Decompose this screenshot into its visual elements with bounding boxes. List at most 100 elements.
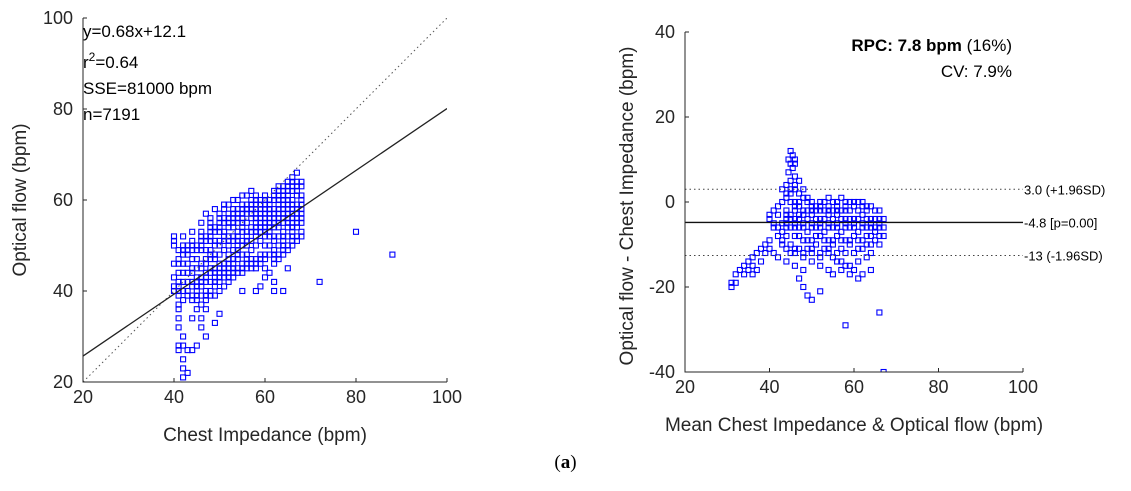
right-point	[817, 224, 824, 231]
right-point	[796, 190, 803, 197]
right-point	[779, 198, 786, 206]
right-point	[825, 211, 832, 218]
left-point	[293, 183, 300, 190]
left-point	[280, 206, 287, 213]
right-x-tick-label: 80	[928, 377, 948, 397]
right-point	[859, 271, 866, 278]
left-point	[239, 192, 246, 199]
right-point	[812, 224, 820, 231]
right-point	[783, 224, 790, 231]
right-point	[867, 203, 874, 210]
right-point	[829, 241, 836, 248]
left-point	[202, 306, 209, 313]
n-count: n=7191	[83, 105, 140, 124]
right-point	[804, 228, 811, 235]
right-point	[728, 283, 735, 291]
right-point	[829, 254, 836, 261]
left-point	[184, 287, 191, 295]
right-point	[855, 275, 862, 282]
right-point	[863, 232, 870, 240]
right-point	[876, 215, 883, 223]
right-point	[791, 215, 798, 223]
right-point	[779, 220, 786, 227]
right-point	[880, 232, 887, 240]
left-point	[175, 324, 182, 331]
right-point	[872, 215, 879, 223]
right-point	[855, 258, 862, 265]
right-point	[791, 160, 798, 167]
left-point	[211, 319, 218, 326]
right-point	[787, 211, 794, 218]
right-point	[796, 203, 803, 210]
right-x-tick-label: 40	[759, 377, 779, 397]
left-point	[207, 247, 214, 254]
right-point	[812, 215, 820, 223]
left-y-tick-label: 60	[53, 190, 73, 210]
right-point	[785, 169, 792, 176]
left-point	[216, 224, 223, 231]
left-point	[248, 187, 255, 194]
left-point	[189, 283, 196, 290]
left-point	[239, 219, 246, 226]
right-point	[796, 198, 803, 206]
left-point	[252, 287, 259, 295]
right-point	[863, 224, 870, 231]
right-point	[855, 228, 862, 235]
right-point	[846, 198, 853, 206]
left-point	[257, 237, 264, 244]
right-point	[825, 249, 832, 257]
left-point	[175, 278, 182, 285]
right-point	[808, 207, 815, 214]
right-point	[838, 245, 845, 252]
right-point	[796, 211, 803, 218]
left-point	[275, 251, 282, 258]
right-point	[783, 194, 790, 201]
left-point	[198, 265, 205, 272]
right-point	[876, 241, 883, 248]
left-point	[248, 196, 255, 204]
right-point	[876, 224, 883, 231]
right-point	[872, 228, 879, 235]
right-point	[804, 292, 811, 299]
right-point	[732, 271, 739, 278]
right-axis-ticks: 20 40 60 80 100 -40 -20 0 20 40	[649, 22, 1038, 397]
left-point	[230, 219, 237, 226]
right-point	[872, 224, 879, 231]
left-x-tick-label: 40	[164, 387, 184, 407]
right-point	[732, 279, 739, 286]
right-point	[766, 211, 773, 218]
right-point	[829, 207, 836, 214]
left-point	[170, 233, 178, 240]
left-point	[266, 269, 273, 276]
figure-caption: (a)	[0, 452, 1131, 474]
left-point	[230, 237, 237, 244]
left-point	[261, 192, 269, 199]
reference-lines: 3.0 (+1.96SD) -4.8 [p=0.00] -13 (-1.96SD)	[685, 182, 1105, 264]
right-point	[846, 262, 853, 269]
left-point	[211, 278, 218, 285]
right-point	[872, 237, 879, 244]
right-point	[838, 194, 845, 201]
right-point	[863, 207, 870, 214]
left-point	[202, 274, 209, 281]
cv-label: CV: 7.9%	[941, 62, 1012, 81]
right-point	[796, 215, 803, 223]
left-point	[234, 247, 241, 254]
left-point	[198, 219, 205, 226]
left-point	[207, 287, 214, 295]
rpc-label: RPC: 7.8 bpm (16%)	[851, 36, 1012, 55]
right-point	[791, 207, 798, 214]
left-point	[180, 356, 187, 363]
left-point	[180, 365, 187, 372]
left-point	[202, 237, 209, 244]
left-point	[284, 265, 291, 272]
right-point	[850, 215, 858, 223]
left-point	[239, 228, 246, 235]
sse-value: SSE=81000 bpm	[83, 79, 212, 98]
right-point	[757, 258, 765, 265]
left-point	[175, 287, 182, 295]
left-point	[211, 206, 218, 213]
left-point	[225, 260, 232, 267]
left-point	[239, 287, 246, 295]
